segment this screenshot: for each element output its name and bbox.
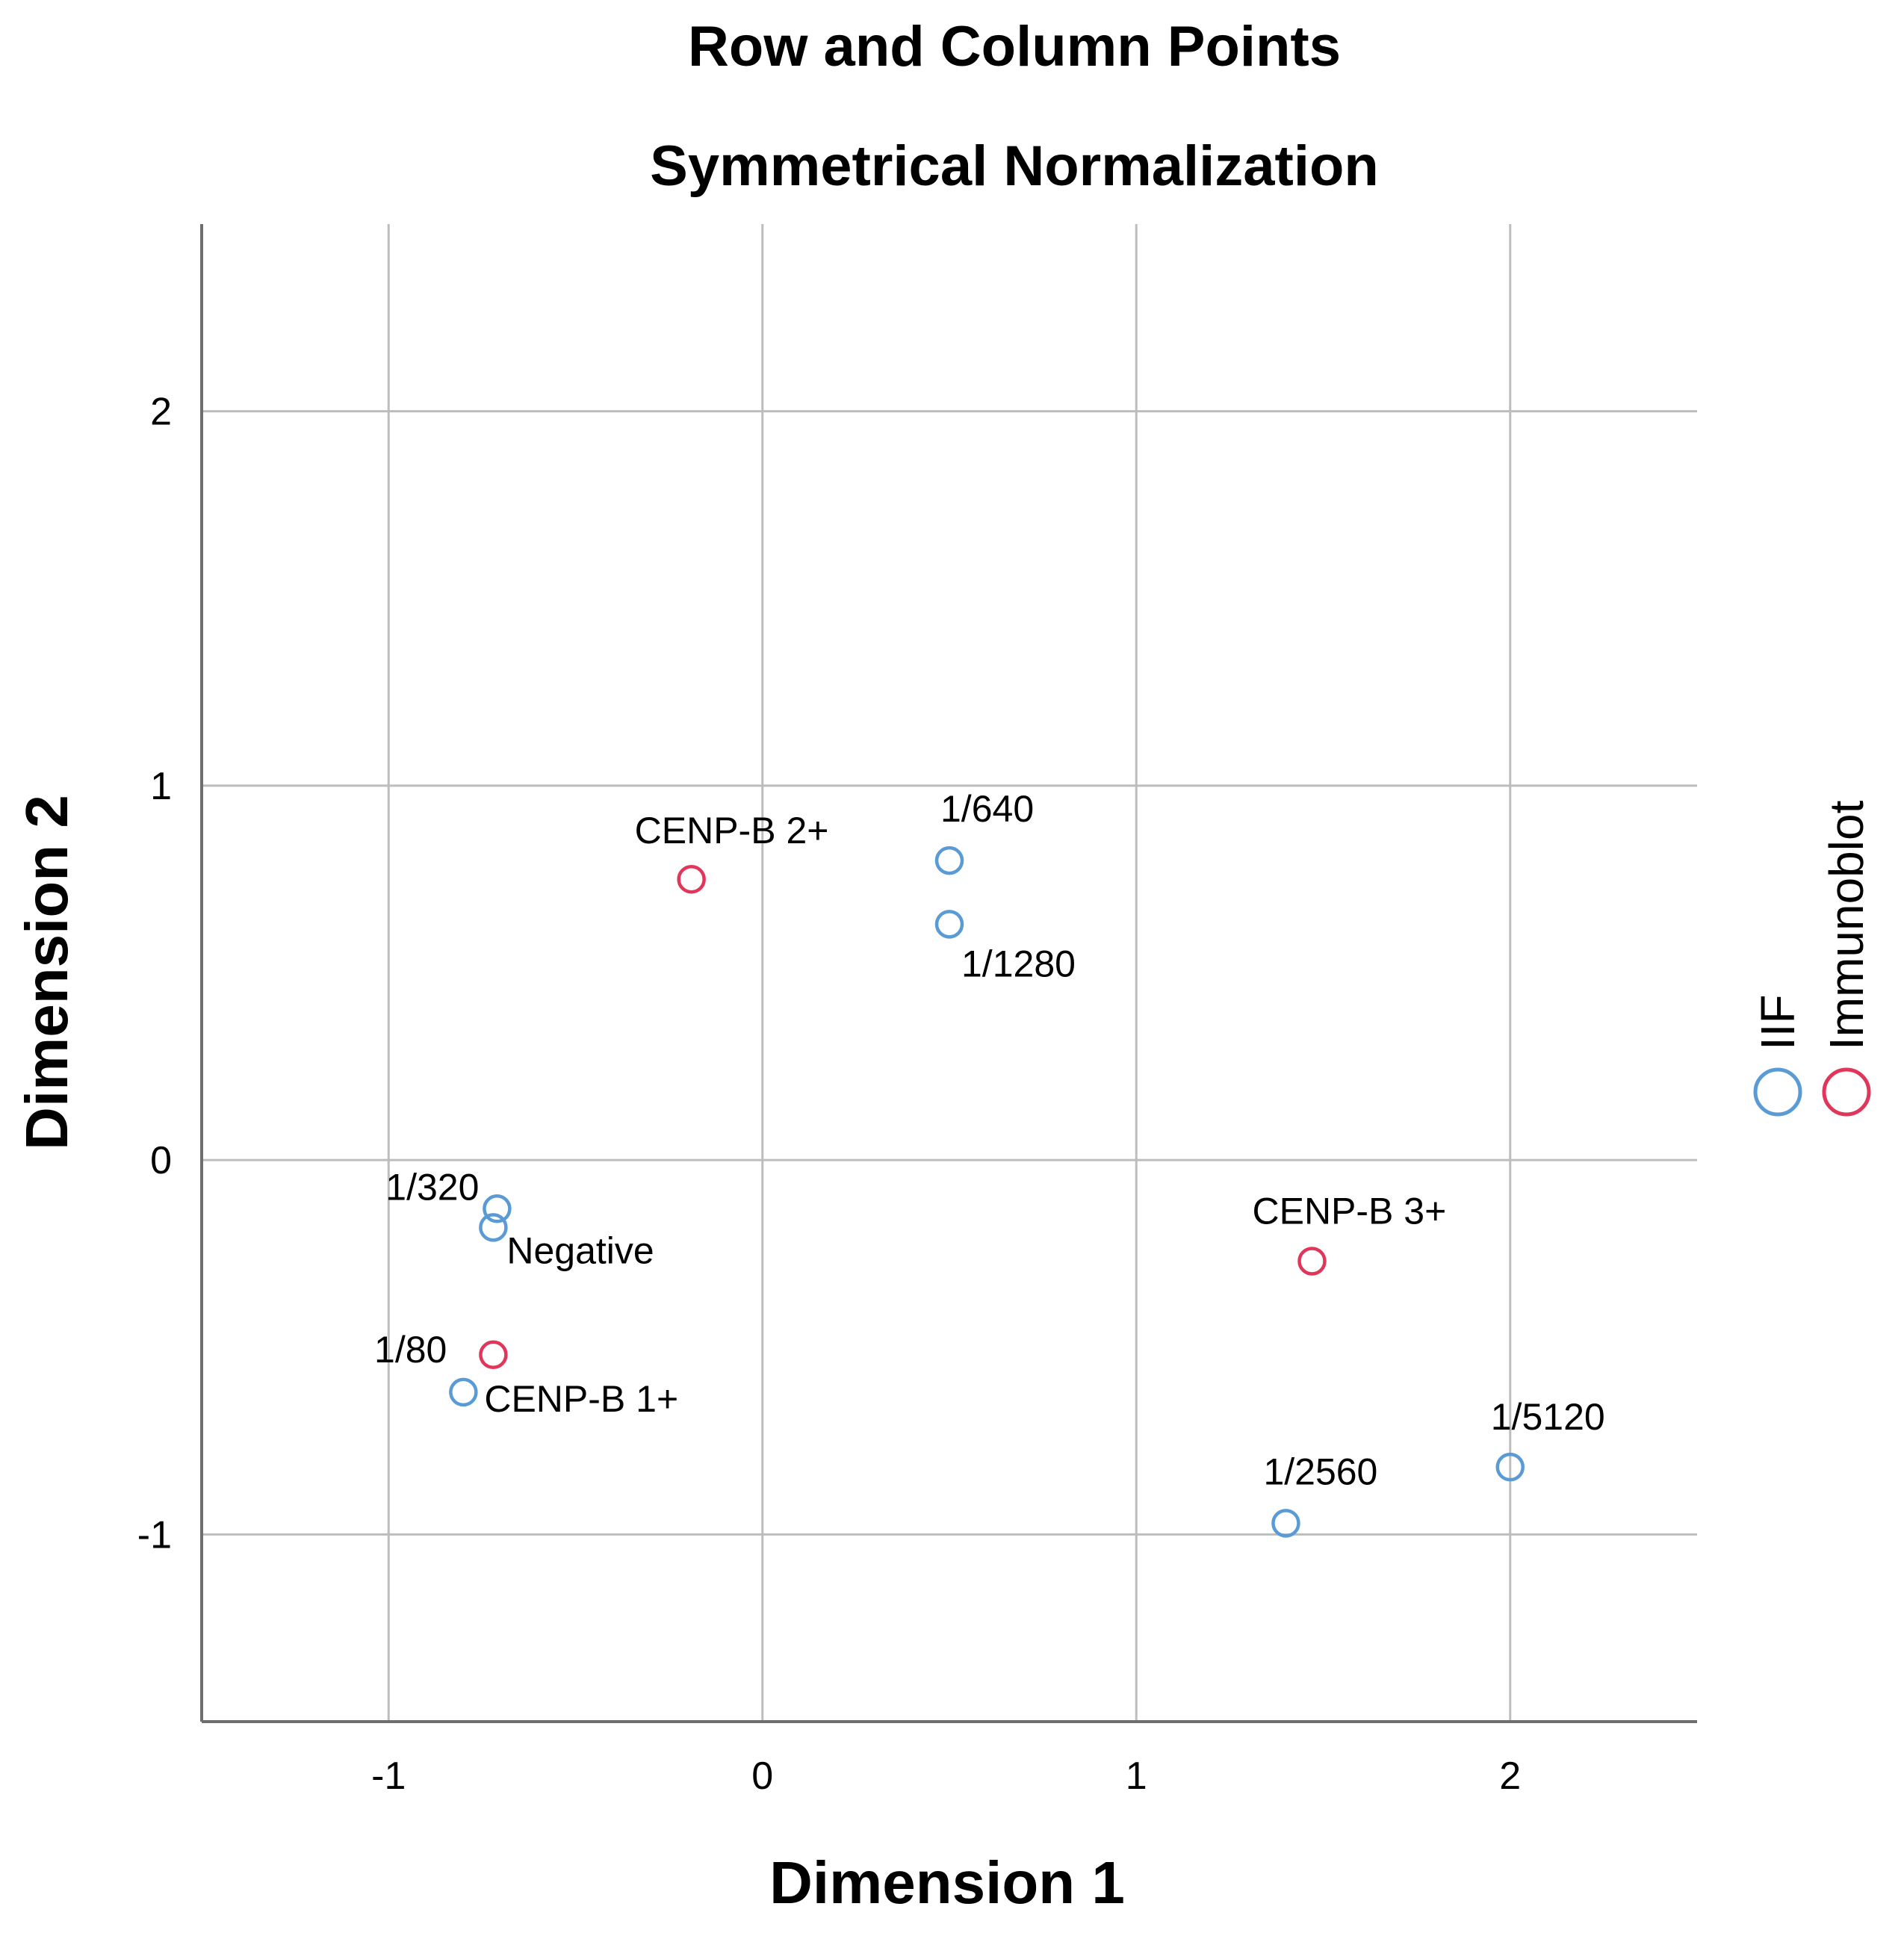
point-label: 1/5120 bbox=[1491, 1396, 1605, 1438]
x-tick-label: 1 bbox=[1126, 1754, 1147, 1798]
data-point bbox=[677, 864, 706, 894]
point-label: Negative bbox=[506, 1229, 654, 1271]
point-label: CENP-B 3+ bbox=[1252, 1190, 1446, 1232]
chart-subtitle: Symmetrical Normalization bbox=[650, 134, 1379, 198]
point-label: CENP-B 1+ bbox=[484, 1378, 678, 1420]
data-point bbox=[1297, 1247, 1327, 1276]
data-point bbox=[449, 1377, 478, 1407]
chart-title: Row and Column Points bbox=[688, 15, 1341, 78]
legend-marker bbox=[1822, 1067, 1871, 1117]
data-points bbox=[449, 846, 1525, 1538]
x-axis-label: Dimension 1 bbox=[769, 1849, 1125, 1916]
axes bbox=[200, 224, 1697, 1723]
legend-marker bbox=[1753, 1067, 1802, 1117]
x-tick-label: 0 bbox=[751, 1754, 773, 1798]
data-point bbox=[479, 1213, 508, 1242]
y-tick-label: 0 bbox=[150, 1139, 172, 1182]
y-tick-label: -1 bbox=[137, 1513, 172, 1557]
data-point bbox=[479, 1340, 508, 1370]
point-label: 1/80 bbox=[374, 1329, 447, 1371]
legend: IIF Immunoblot bbox=[1751, 800, 1873, 1117]
y-axis-label: Dimension 2 bbox=[13, 795, 80, 1150]
point-label: CENP-B 2+ bbox=[635, 810, 829, 851]
data-point bbox=[934, 846, 964, 875]
data-point bbox=[1495, 1452, 1525, 1482]
tick-labels: -1 0 1 2 -1 0 1 2 bbox=[137, 391, 1521, 1798]
legend-label: Immunoblot bbox=[1820, 800, 1873, 1050]
data-point bbox=[1271, 1509, 1300, 1538]
data-point bbox=[934, 910, 964, 939]
point-label: 1/640 bbox=[940, 788, 1034, 830]
grid bbox=[202, 224, 1697, 1722]
point-label: 1/320 bbox=[385, 1166, 479, 1208]
x-tick-label: 2 bbox=[1499, 1754, 1521, 1798]
y-tick-label: 2 bbox=[150, 391, 172, 434]
legend-label: IIF bbox=[1751, 994, 1805, 1050]
point-label: 1/2560 bbox=[1263, 1451, 1377, 1492]
point-labels: 1/640 1/1280 1/320 Negative CENP-B 1+ 1/2560 1… bbox=[374, 788, 1605, 1492]
x-tick-label: -1 bbox=[371, 1754, 406, 1798]
point-label: 1/1280 bbox=[961, 943, 1076, 984]
data-point bbox=[483, 1194, 512, 1223]
y-tick-label: 1 bbox=[150, 765, 172, 808]
